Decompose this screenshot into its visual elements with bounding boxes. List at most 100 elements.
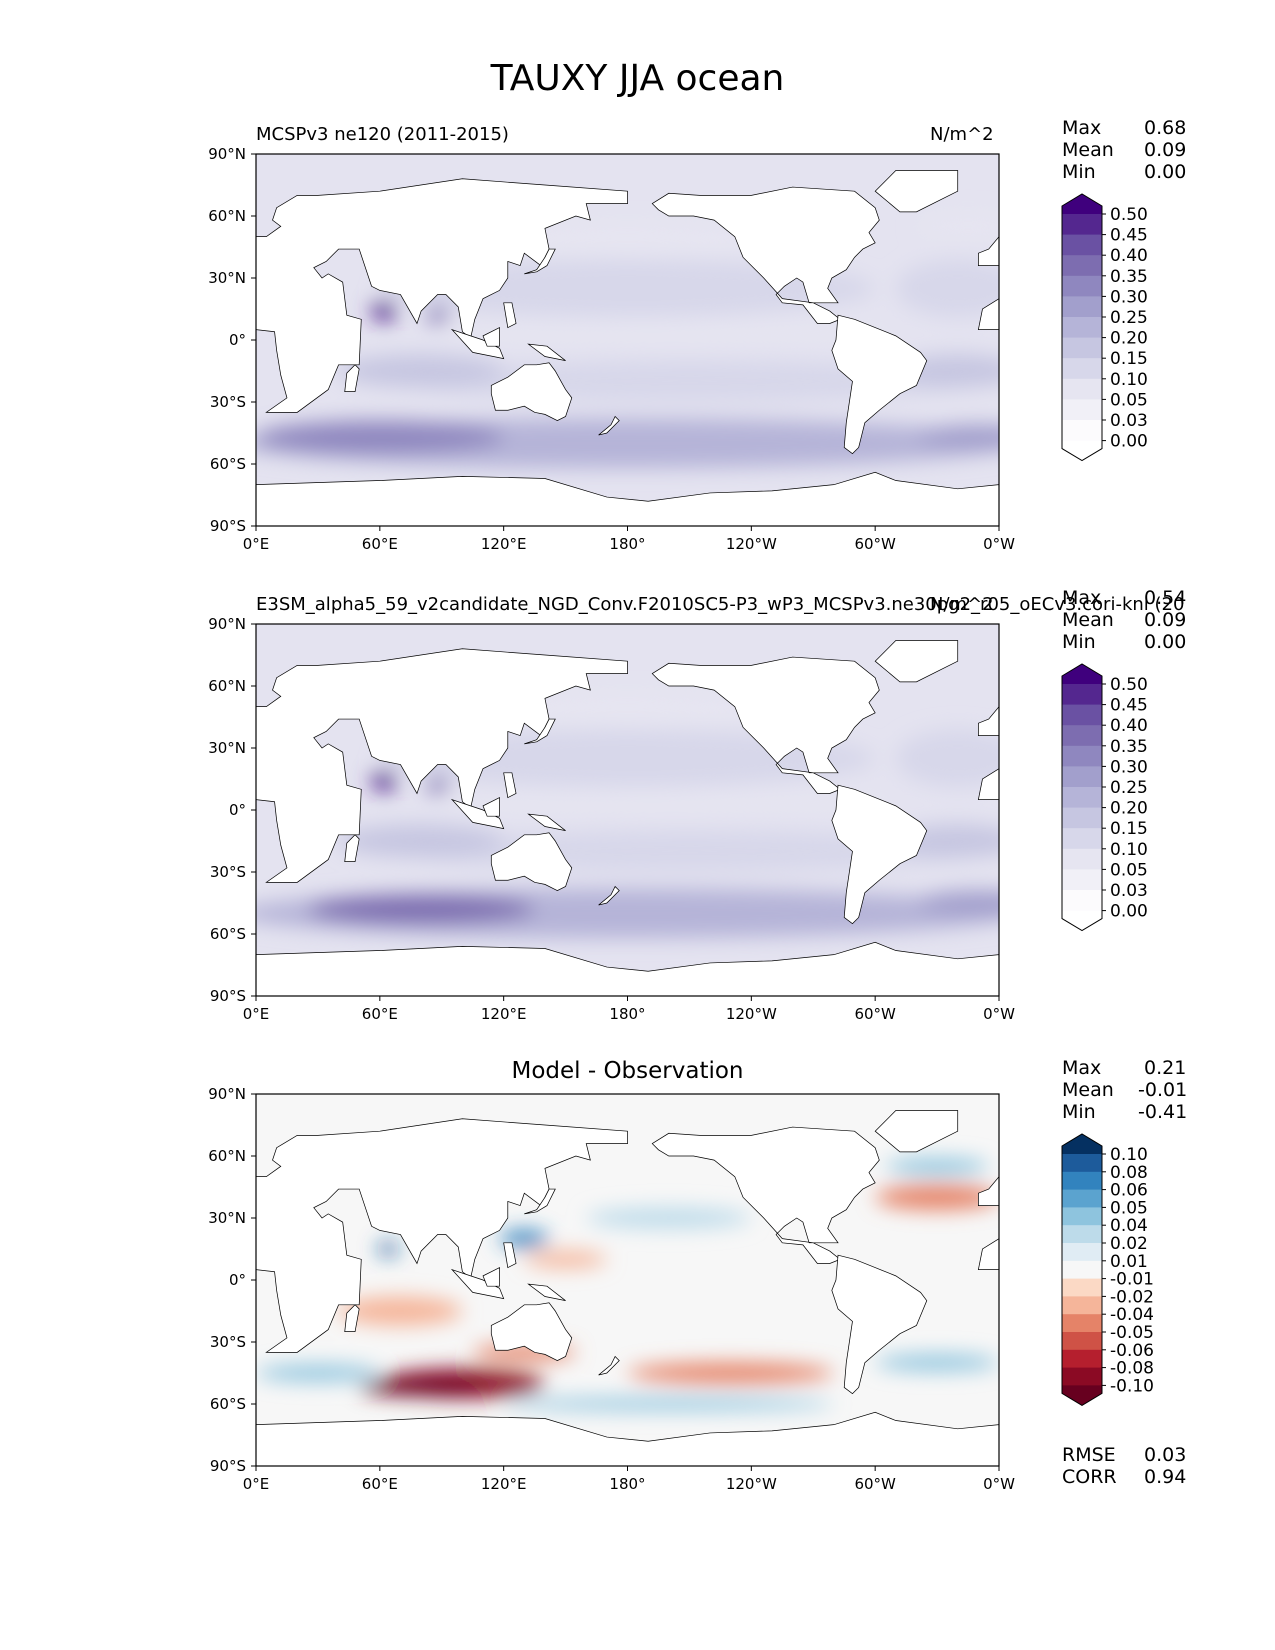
colorbar-label: 0.05: [1110, 390, 1148, 410]
colorbar-label: 0.50: [1110, 675, 1148, 695]
colorbar-label: 0.20: [1110, 329, 1148, 349]
lat-tick-label: 90°S: [210, 987, 246, 1005]
colorbar-label: 0.05: [1110, 860, 1148, 880]
colorbar-label: -0.04: [1110, 1305, 1154, 1325]
colorbar-bin: [1062, 337, 1102, 359]
continent-shape: [598, 1355, 620, 1376]
colorbar-label: 0.30: [1110, 757, 1148, 777]
colorbar-label: 0.06: [1110, 1181, 1148, 1201]
stat-max-value: 0.54: [1144, 587, 1187, 609]
lat-tick-label: 30°S: [210, 863, 246, 881]
lon-tick-label: 0°E: [243, 1475, 270, 1493]
continent-shape: [651, 186, 880, 324]
stat-max-label: Max: [1062, 117, 1102, 139]
panel2-stats: Max 0.54 Mean 0.09 Min 0.00: [1062, 587, 1186, 653]
colorbar-label: 0.03: [1110, 881, 1148, 901]
stat-min-value: 0.00: [1144, 631, 1187, 653]
colorbar-label: -0.02: [1110, 1287, 1154, 1307]
colorbar-outline: [1061, 1133, 1103, 1406]
field-blob: [307, 894, 535, 924]
lon-tick-label: 120°E: [481, 1475, 527, 1493]
continent-shape: [482, 327, 500, 347]
panel3-title: Model - Observation: [511, 1058, 744, 1084]
colorbar-extend-top: [1062, 194, 1102, 214]
continent-shape: [651, 656, 880, 794]
panel2-left-title: E3SM_alpha5_59_v2candidate_NGD_Conv.F201…: [256, 594, 1185, 615]
lat-tick-label: 90°N: [208, 1085, 246, 1103]
colorbar-label: 0.25: [1110, 308, 1148, 328]
continent-shape: [831, 314, 928, 455]
lat-tick-label: 60°S: [210, 925, 246, 943]
continent-shape: [524, 248, 556, 275]
colorbar-label: 0.50: [1110, 205, 1148, 225]
colorbar-label: 0.01: [1110, 1252, 1148, 1272]
field-blob: [427, 306, 448, 324]
colorbar-label: 0.20: [1110, 799, 1148, 819]
lon-tick-label: 180°: [609, 535, 645, 553]
colorbar-1: 0.500.450.400.350.300.250.200.150.100.05…: [1061, 193, 1148, 462]
field-blob: [441, 319, 896, 340]
continent-shape: [874, 170, 959, 213]
colorbar-bin: [1062, 234, 1102, 256]
colorbar-3: 0.100.080.060.050.040.020.01-0.01-0.02-0…: [1061, 1133, 1154, 1406]
continent-shape: [256, 1118, 628, 1353]
colorbar-bin: [1062, 275, 1102, 297]
colorbar-label: 0.40: [1110, 716, 1148, 736]
stat-max-label: Max: [1062, 1057, 1102, 1079]
lat-tick-label: 30°S: [210, 393, 246, 411]
lon-tick-label: 60°E: [362, 1475, 398, 1493]
lon-tick-label: 120°E: [481, 1005, 527, 1023]
colorbar-label: 0.05: [1110, 1198, 1148, 1218]
continent-shape: [527, 1283, 566, 1302]
field-blob: [895, 259, 999, 318]
panel1-units: N/m^2: [930, 124, 994, 145]
stat-min-value: -0.41: [1138, 1101, 1188, 1123]
colorbar-bin: [1062, 1349, 1102, 1369]
colorbar-bin: [1062, 704, 1102, 726]
continent-shape: [503, 772, 517, 799]
continent-shape: [344, 834, 360, 863]
continent-shape: [527, 813, 566, 832]
colorbar-label: 0.08: [1110, 1163, 1148, 1183]
lat-tick-label: 90°N: [208, 615, 246, 633]
continent-shape: [598, 415, 620, 436]
lat-tick-label: 30°N: [208, 269, 246, 287]
continent-shape: [874, 640, 959, 683]
colorbar-label: 0.10: [1110, 1145, 1148, 1165]
lat-tick-label: 30°N: [208, 1209, 246, 1227]
colorbar-bin: [1062, 255, 1102, 277]
continent-shape: [490, 832, 573, 892]
colorbar-label: 0.04: [1110, 1216, 1148, 1236]
field-blob: [338, 824, 504, 858]
stat-min-value: 0.00: [1144, 161, 1187, 183]
map-panel-2: 90°N 60°N 30°N 0° 30°S 60°S 90°S0°E 60°E 120°E 18…: [208, 615, 1015, 1023]
colorbar-extend-top: [1062, 664, 1102, 684]
colorbar-label: 0.15: [1110, 819, 1148, 839]
colorbar-bin: [1062, 745, 1102, 767]
continent-shape: [598, 885, 620, 906]
colorbar-label: 0.10: [1110, 370, 1148, 390]
continent-shape: [450, 798, 505, 830]
rmse-label: RMSE: [1062, 1444, 1116, 1466]
land-mask: [256, 640, 999, 996]
colorbar-bin: [1062, 296, 1102, 318]
panel1-left-title: MCSPv3 ne120 (2011-2015): [256, 124, 509, 145]
lat-tick-label: 90°S: [210, 517, 246, 535]
continent-shape: [503, 302, 517, 329]
colorbar-label: 0.35: [1110, 737, 1148, 757]
continent-shape: [450, 328, 505, 360]
map-panel-1: 90°N 60°N 30°N 0° 30°S 60°S 90°S0°E 60°E 120°E 18…: [208, 145, 1015, 553]
colorbar-bin: [1062, 1260, 1102, 1280]
continent-shape: [482, 797, 500, 817]
colorbar-bin: [1062, 807, 1102, 829]
colorbar-label: 0.45: [1110, 696, 1148, 716]
lon-tick-label: 120°W: [726, 1475, 777, 1493]
field-blob: [256, 1364, 380, 1382]
colorbar-bin: [1062, 890, 1102, 912]
corr-value: 0.94: [1144, 1466, 1187, 1488]
continent-shape: [831, 784, 928, 925]
colorbar-bin: [1062, 869, 1102, 891]
colorbar-bin: [1062, 684, 1102, 706]
colorbar-bin: [1062, 1278, 1102, 1297]
